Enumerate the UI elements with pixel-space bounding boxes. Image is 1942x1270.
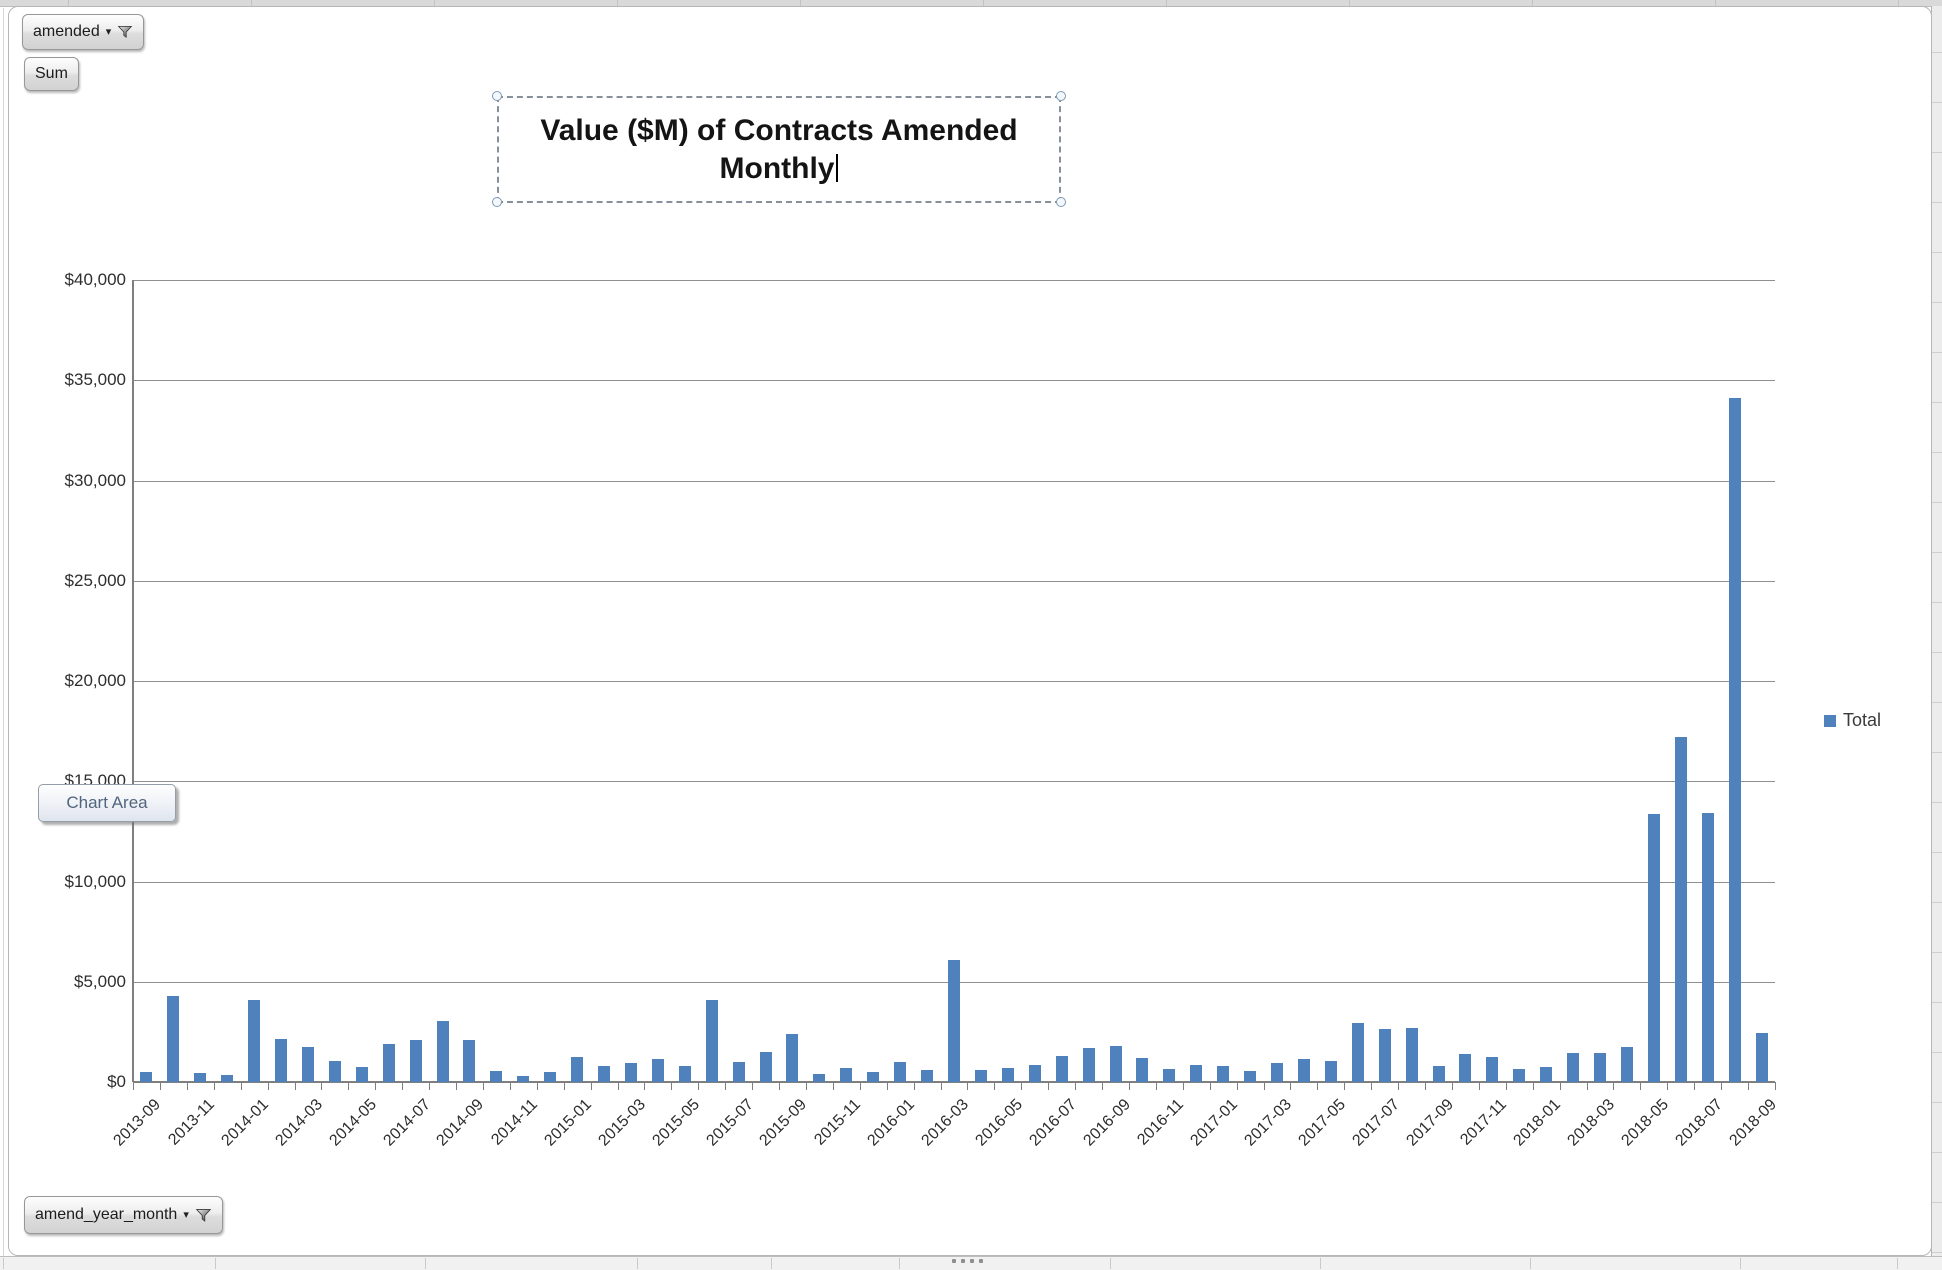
filter-funnel-icon [195, 1207, 212, 1224]
legend-label-total: Total [1843, 710, 1882, 730]
chart-area-tooltip: Chart Area [38, 784, 176, 822]
filter-button-amend-year-month-label: amend_year_month [35, 1206, 178, 1223]
selection-handle-top-left[interactable] [492, 91, 502, 101]
filter-funnel-icon [117, 24, 133, 40]
dropdown-arrow-icon: ▾ [105, 25, 112, 38]
selection-handle-bottom-left[interactable] [492, 197, 502, 207]
legend-swatch-total [1824, 714, 1836, 727]
selection-handle-top-right[interactable] [1056, 91, 1066, 101]
chart-object[interactable] [8, 6, 1932, 1256]
selection-handle-bottom-right[interactable] [1056, 197, 1066, 207]
filter-button-amended-label: amended [33, 23, 100, 40]
chart-title-line-1: Value ($M) of Contracts Amended [540, 113, 1018, 147]
legend[interactable]: Total [1824, 710, 1881, 731]
filter-button-amended[interactable]: amended ▾ [22, 14, 145, 50]
chart-title-line-2: Monthly [499, 150, 1059, 188]
spreadsheet-left-gridline [3, 8, 4, 1256]
sum-button-label: Sum [35, 65, 68, 82]
sum-button[interactable]: Sum [24, 57, 79, 91]
dropdown-arrow-icon: ▾ [183, 1208, 189, 1221]
filter-button-amend-year-month[interactable]: amend_year_month ▾ [24, 1196, 223, 1234]
text-cursor [836, 153, 839, 182]
spreadsheet-right-sliver [1931, 6, 1942, 1256]
spreadsheet-bottom-sliver [0, 1256, 1942, 1270]
chart-resize-handle[interactable] [952, 1259, 983, 1263]
chart-title-box[interactable]: Value ($M) of Contracts Amended Monthly [497, 96, 1061, 203]
